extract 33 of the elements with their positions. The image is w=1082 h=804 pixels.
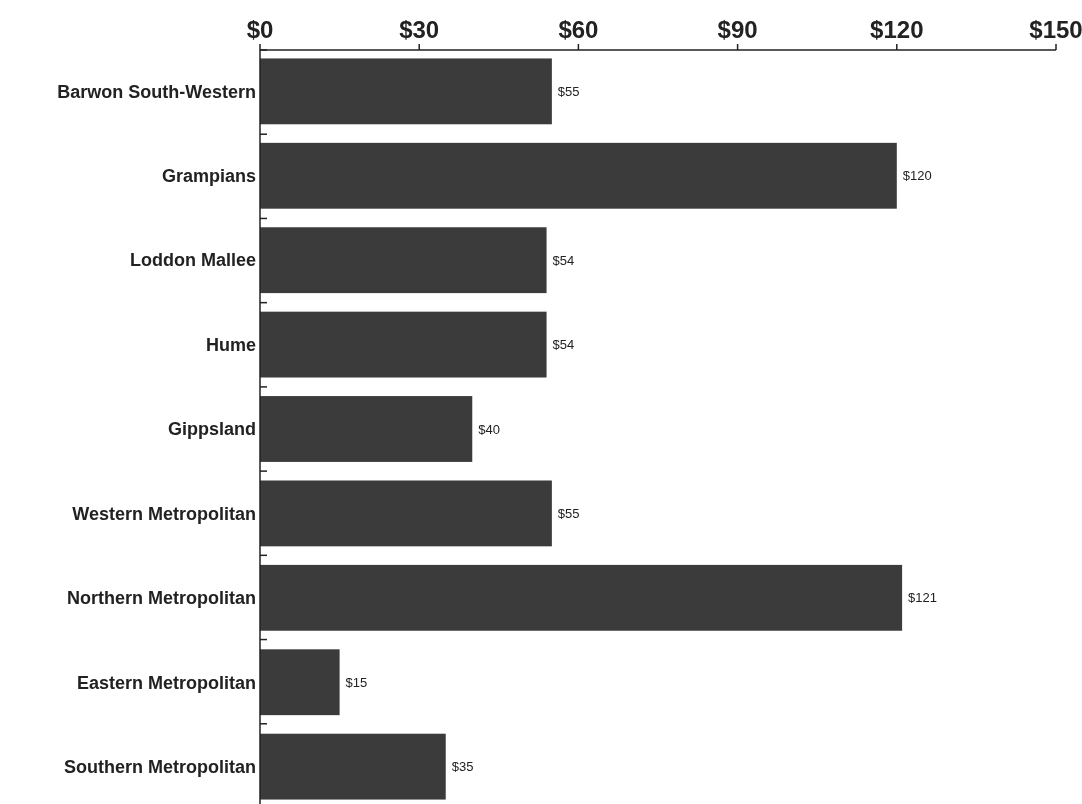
y-tick-label: Hume [205,334,256,355]
x-tick-label: $30 [399,16,440,43]
bar [260,733,446,800]
data-label: $120 [902,168,932,184]
data-label: $54 [552,252,575,268]
x-tick-label: $150 [1029,16,1082,43]
y-tick-label: Northern Metropolitan [67,588,256,609]
y-tick-label: Gippsland [167,419,256,440]
bar [260,396,473,462]
bar [260,142,897,209]
y-tick-label: Barwon South-Western [57,81,256,102]
x-tick-label: $0 [246,16,274,43]
y-tick-label: Southern Metropolitan [64,756,256,777]
bar [260,58,552,125]
x-tick-label: $90 [717,16,758,43]
data-label: $15 [345,674,368,690]
y-tick-label: Loddon Mallee [130,250,256,271]
x-tick-label: $120 [870,16,924,43]
data-label: $35 [451,759,474,775]
y-tick-label: Western Metropolitan [72,503,256,524]
data-label: $54 [552,337,575,353]
bar [260,227,547,294]
x-tick-label: $60 [558,16,599,43]
bar [260,649,340,716]
bar [260,311,547,378]
bar [260,480,552,547]
y-tick-label: Eastern Metropolitan [76,672,256,693]
data-label: $55 [557,83,580,99]
data-label: $55 [557,505,580,521]
bar [260,564,903,631]
data-label: $121 [908,590,938,606]
data-label: $40 [478,421,500,437]
y-tick-label: Grampians [161,166,256,187]
